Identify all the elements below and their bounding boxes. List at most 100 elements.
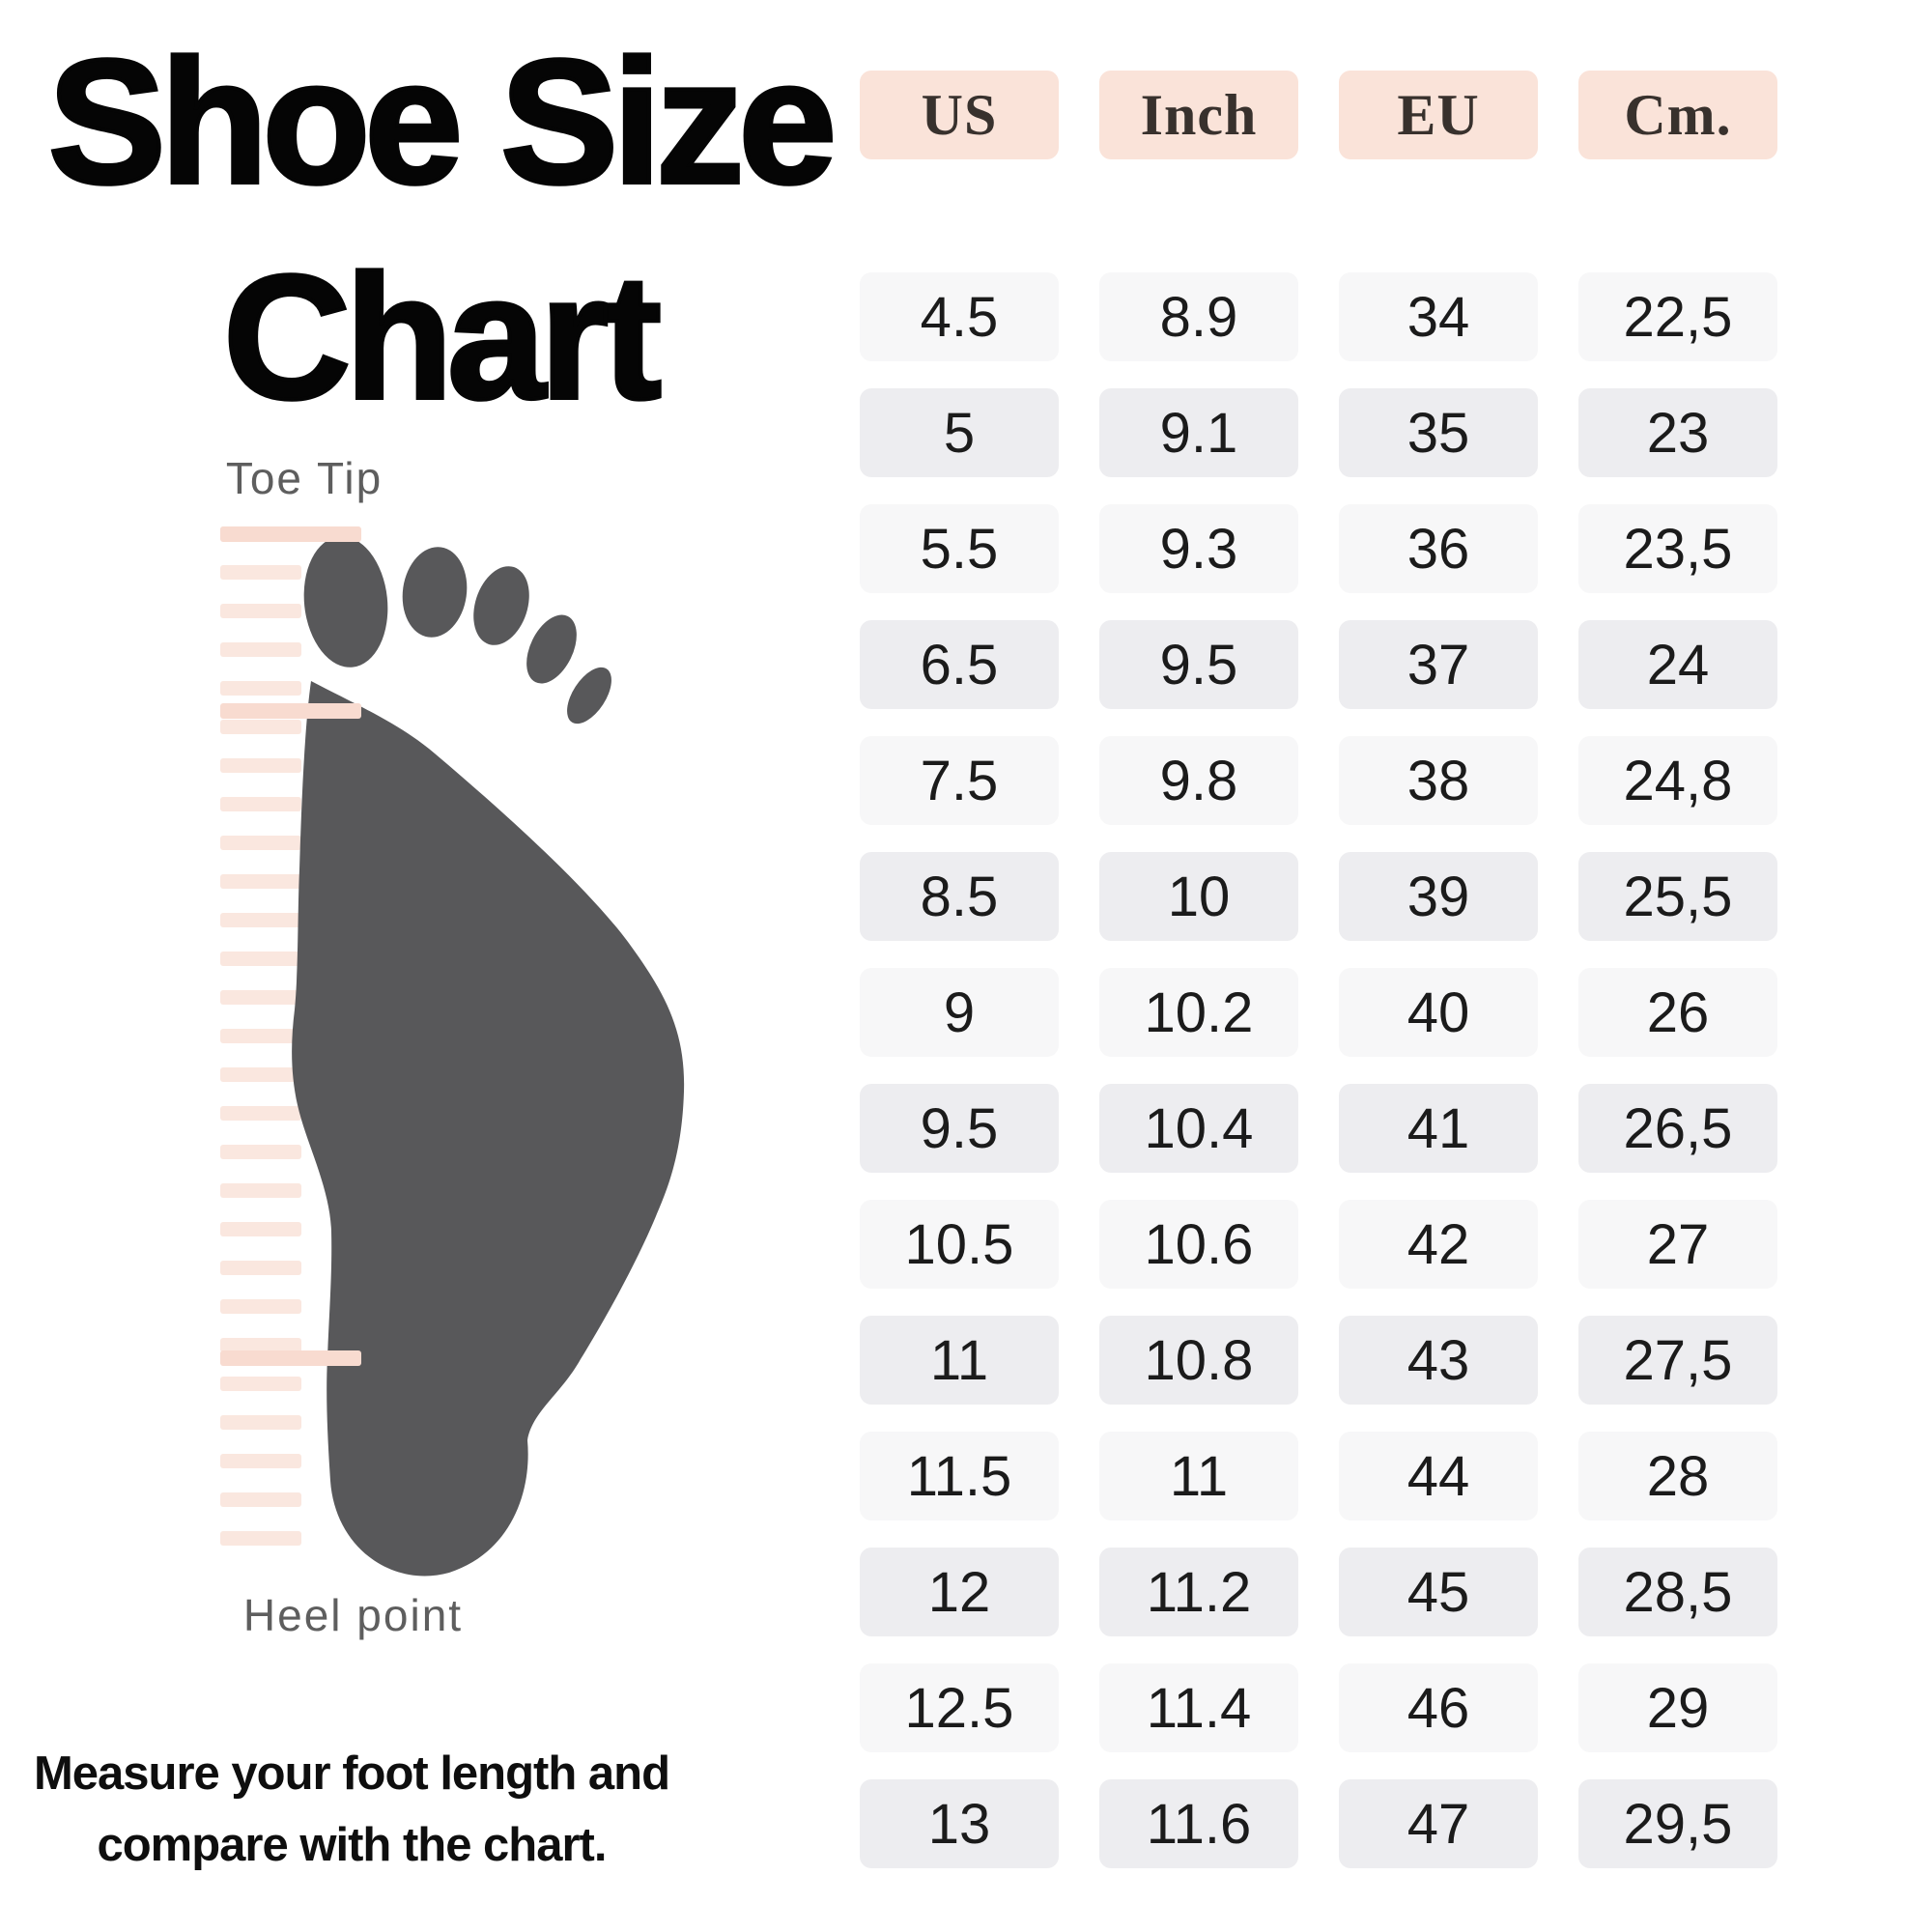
ruler-stripe bbox=[220, 1106, 301, 1121]
footer-note: Measure your foot length and compare wit… bbox=[8, 1739, 696, 1881]
size-cell: 10 bbox=[1099, 852, 1298, 941]
ruler-stripe bbox=[220, 681, 301, 696]
ruler-stripe bbox=[220, 1338, 301, 1352]
size-cell: 44 bbox=[1339, 1432, 1538, 1520]
size-cell: 10.8 bbox=[1099, 1316, 1298, 1405]
size-cell: 10.4 bbox=[1099, 1084, 1298, 1173]
table-row: 11.5 11 44 28 bbox=[860, 1432, 1777, 1520]
size-cell: 10.5 bbox=[860, 1200, 1059, 1289]
size-cell: 26 bbox=[1578, 968, 1777, 1057]
page-title: Shoe Size Chart bbox=[29, 14, 850, 445]
size-table: US Inch EU Cm. 4.5 8.9 34 22,5 5 9.1 35 23 5.5 9.3 36 2… bbox=[860, 71, 1777, 1887]
ruler-stripe bbox=[220, 1415, 301, 1430]
ruler-stripe bbox=[220, 913, 301, 927]
size-cell: 11.5 bbox=[860, 1432, 1059, 1520]
page-title-line1: Shoe Size bbox=[46, 20, 838, 222]
size-cell: 36 bbox=[1339, 504, 1538, 593]
size-cell: 23 bbox=[1578, 388, 1777, 477]
ruler-stripe bbox=[220, 1029, 301, 1043]
size-cell: 13 bbox=[860, 1779, 1059, 1868]
size-cell: 12.5 bbox=[860, 1663, 1059, 1752]
size-cell: 8.9 bbox=[1099, 272, 1298, 361]
size-cell: 27 bbox=[1578, 1200, 1777, 1289]
ruler-stripe bbox=[220, 836, 301, 850]
ruler-stripe bbox=[220, 1531, 301, 1546]
table-row: 9.5 10.4 41 26,5 bbox=[860, 1084, 1777, 1173]
size-cell: 28 bbox=[1578, 1432, 1777, 1520]
size-cell: 9.5 bbox=[860, 1084, 1059, 1173]
table-row: 13 11.6 47 29,5 bbox=[860, 1779, 1777, 1868]
table-row: 6.5 9.5 37 24 bbox=[860, 620, 1777, 709]
size-cell: 9.8 bbox=[1099, 736, 1298, 825]
size-cell: 24,8 bbox=[1578, 736, 1777, 825]
size-cell: 41 bbox=[1339, 1084, 1538, 1173]
size-cell: 46 bbox=[1339, 1663, 1538, 1752]
size-cell: 40 bbox=[1339, 968, 1538, 1057]
ruler-stripe bbox=[220, 952, 301, 966]
size-cell: 45 bbox=[1339, 1548, 1538, 1636]
table-row: 12 11.2 45 28,5 bbox=[860, 1548, 1777, 1636]
size-cell: 26,5 bbox=[1578, 1084, 1777, 1173]
size-cell: 23,5 bbox=[1578, 504, 1777, 593]
ruler-stripe bbox=[220, 1067, 301, 1082]
table-row: 4.5 8.9 34 22,5 bbox=[860, 272, 1777, 361]
ruler-stripe bbox=[220, 720, 301, 734]
ball-joint-mark bbox=[220, 703, 361, 719]
size-cell: 10.2 bbox=[1099, 968, 1298, 1057]
size-cell: 5.5 bbox=[860, 504, 1059, 593]
ruler-stripe bbox=[220, 1492, 301, 1507]
table-header-row: US Inch EU Cm. bbox=[860, 71, 1777, 159]
table-row: 11 10.8 43 27,5 bbox=[860, 1316, 1777, 1405]
table-row: 9 10.2 40 26 bbox=[860, 968, 1777, 1057]
ruler-stripe bbox=[220, 1299, 301, 1314]
size-cell: 9 bbox=[860, 968, 1059, 1057]
size-cell: 29 bbox=[1578, 1663, 1777, 1752]
toe-tip-mark bbox=[220, 526, 361, 542]
ruler-stripe bbox=[220, 1183, 301, 1198]
ruler-stripe bbox=[220, 1377, 301, 1391]
size-cell: 28,5 bbox=[1578, 1548, 1777, 1636]
size-cell: 42 bbox=[1339, 1200, 1538, 1289]
header-cell-inch: Inch bbox=[1099, 71, 1298, 159]
header-cell-us: US bbox=[860, 71, 1059, 159]
big-toe bbox=[303, 536, 388, 668]
table-row: 8.5 10 39 25,5 bbox=[860, 852, 1777, 941]
size-cell: 25,5 bbox=[1578, 852, 1777, 941]
size-cell: 38 bbox=[1339, 736, 1538, 825]
ruler-stripe bbox=[220, 990, 301, 1005]
ruler-stripe bbox=[220, 874, 301, 889]
heel-point-label: Heel point bbox=[242, 1590, 464, 1640]
size-cell: 5 bbox=[860, 388, 1059, 477]
ruler-stripe bbox=[220, 797, 301, 811]
size-cell: 4.5 bbox=[860, 272, 1059, 361]
table-row: 5.5 9.3 36 23,5 bbox=[860, 504, 1777, 593]
size-cell: 12 bbox=[860, 1548, 1059, 1636]
third-toe bbox=[473, 566, 529, 645]
toe-tip-label: Toe Tip bbox=[225, 453, 384, 503]
size-cell: 27,5 bbox=[1578, 1316, 1777, 1405]
second-toe bbox=[402, 547, 468, 638]
ruler-stripe bbox=[220, 1222, 301, 1236]
footprint-illustration bbox=[292, 536, 685, 1577]
table-row: 12.5 11.4 46 29 bbox=[860, 1663, 1777, 1752]
size-cell: 22,5 bbox=[1578, 272, 1777, 361]
table-row: 10.5 10.6 42 27 bbox=[860, 1200, 1777, 1289]
size-cell: 9.1 bbox=[1099, 388, 1298, 477]
size-cell: 11.6 bbox=[1099, 1779, 1298, 1868]
size-cell: 37 bbox=[1339, 620, 1538, 709]
size-cell: 11 bbox=[860, 1316, 1059, 1405]
foot-sole bbox=[292, 681, 685, 1577]
size-cell: 11.2 bbox=[1099, 1548, 1298, 1636]
ruler-stripe bbox=[220, 642, 301, 657]
ruler-stripe bbox=[220, 1261, 301, 1275]
ruler-stripe bbox=[220, 758, 301, 773]
size-cell: 29,5 bbox=[1578, 1779, 1777, 1868]
header-cell-cm: Cm. bbox=[1578, 71, 1777, 159]
size-cell: 35 bbox=[1339, 388, 1538, 477]
table-row: 7.5 9.8 38 24,8 bbox=[860, 736, 1777, 825]
size-cell: 7.5 bbox=[860, 736, 1059, 825]
ruler-stripe bbox=[220, 1454, 301, 1468]
size-cell: 34 bbox=[1339, 272, 1538, 361]
size-cell: 47 bbox=[1339, 1779, 1538, 1868]
